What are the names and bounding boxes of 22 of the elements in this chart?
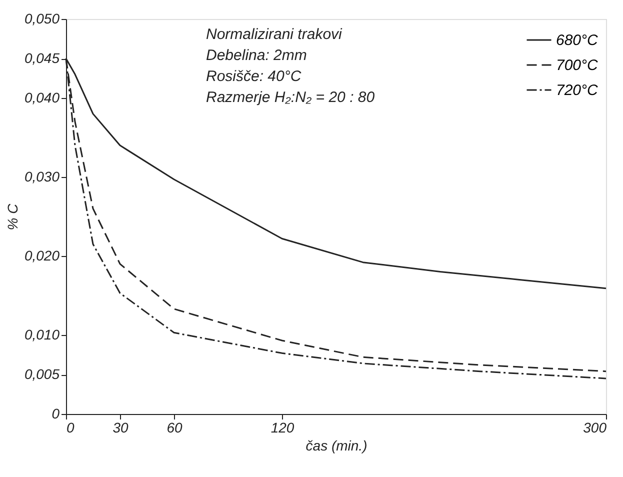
annotation: Razmerje H₂:N₂ = 20 : 80	[206, 89, 376, 106]
legend-label: 680°C	[556, 32, 598, 49]
x-tick-label: 60	[166, 420, 182, 436]
y-axis-title: % C	[4, 202, 20, 230]
y-tick-label: 0,040	[24, 90, 60, 106]
annotation: Rosišče: 40°C	[206, 68, 302, 85]
y-tick-label: 0,005	[24, 366, 60, 382]
x-tick-label: 0	[66, 420, 74, 436]
legend-label: 720°C	[556, 82, 598, 99]
y-tick-label: 0	[52, 406, 60, 422]
x-tick-label: 30	[112, 420, 128, 436]
y-tick-label: 0,020	[24, 248, 60, 264]
y-tick-label: 0,010	[24, 326, 60, 342]
x-axis-title: čas (min.)	[306, 438, 368, 454]
x-tick-label: 300	[583, 420, 607, 436]
annotation: Debelina: 2mm	[206, 47, 307, 64]
y-tick-label: 0,030	[24, 168, 60, 184]
y-tick-label: 0,050	[24, 10, 60, 26]
y-tick-label: 0,045	[24, 50, 60, 66]
annotation: Normalizirani trakovi	[206, 26, 343, 43]
x-tick-label: 120	[270, 420, 294, 436]
legend-label: 700°C	[556, 57, 598, 74]
